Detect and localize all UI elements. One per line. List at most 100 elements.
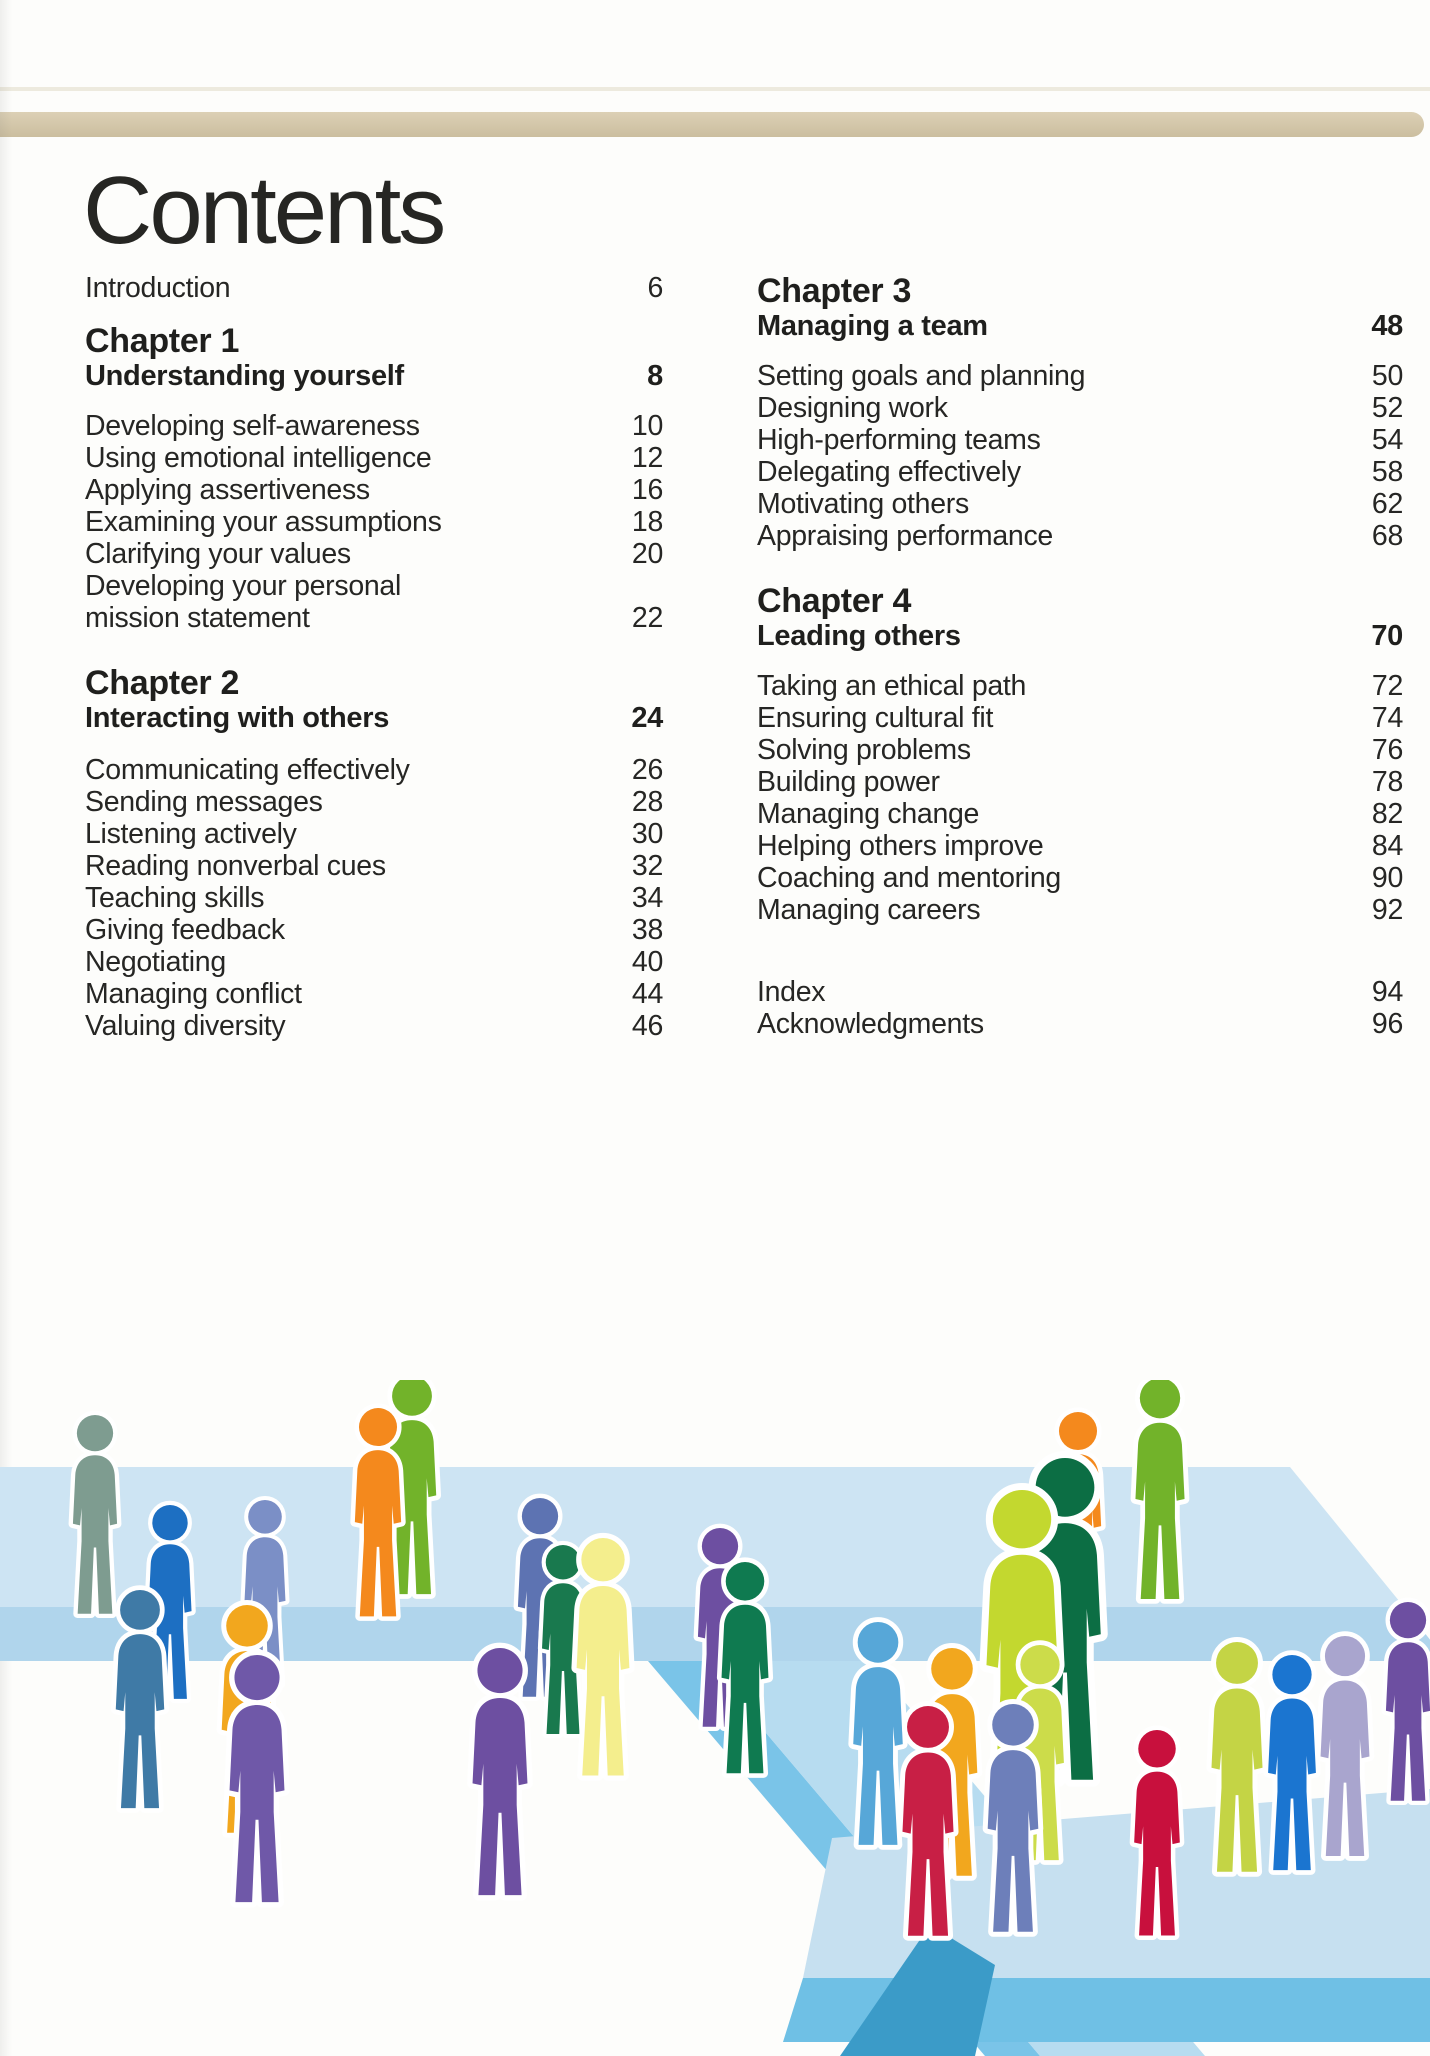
toc-item-label: Motivating others	[757, 488, 969, 520]
toc-item-page-number: 28	[631, 786, 663, 818]
toc-item-row: Negotiating 40	[85, 946, 663, 978]
decorative-top-bar	[0, 112, 1424, 137]
toc-item-row: Taking an ethical path 72	[757, 670, 1403, 702]
toc-item-page-number: 92	[1371, 894, 1403, 926]
chapter-subtitle-row: Leading others 70	[757, 620, 1403, 652]
chapter-name: Chapter 1	[85, 322, 240, 360]
toc-item-row: Appraising performance 68	[757, 520, 1403, 552]
chapter-subtitle: Leading others	[757, 620, 961, 652]
toc-item-label: Setting goals and planning	[757, 360, 1086, 392]
toc-item-label: Taking an ethical path	[757, 670, 1027, 702]
toc-item-label: Managing change	[757, 798, 980, 830]
toc-item-label: Communicating effectively	[85, 754, 410, 786]
page-title: Contents	[83, 157, 446, 264]
toc-item-label: Appraising performance	[757, 520, 1053, 552]
person-figure	[1321, 1636, 1370, 1856]
toc-item-page-number: 26	[631, 754, 663, 786]
toc-item-label: Developing self-awareness	[85, 410, 420, 442]
chapter-subtitle-row: Understanding yourself 8	[85, 360, 663, 392]
chapter-3-items: Setting goals and planning 50 Designing wo…	[757, 360, 1403, 552]
toc-left-column: Introduction 6 Chapter 1 Understanding y…	[85, 0, 663, 1100]
toc-item-page-number: 16	[631, 474, 663, 506]
toc-item-row: Ensuring cultural fit 74	[757, 702, 1403, 734]
chapter-name: Chapter 3	[757, 272, 912, 310]
toc-item-label: Building power	[757, 766, 940, 798]
toc-item-page-number: 76	[1371, 734, 1403, 766]
toc-item-label: Examining your assumptions	[85, 506, 442, 538]
person-figure	[577, 1538, 630, 1775]
toc-item-page-number: 52	[1371, 392, 1403, 424]
toc-item-label: Valuing diversity	[85, 1010, 286, 1042]
toc-item-row: Managing conflict 44	[85, 978, 663, 1010]
toc-item-row: Sending messages 28	[85, 786, 663, 818]
chapter-1-header: Chapter 1 Understanding yourself 8	[85, 322, 663, 392]
chapter-subtitle: Understanding yourself	[85, 360, 404, 392]
back-matter-items: Index 94 Acknowledgments 96	[757, 976, 1403, 1040]
toc-item-label: Ensuring cultural fit	[757, 702, 994, 734]
toc-item-label: Introduction	[85, 272, 231, 304]
toc-item-label: Reading nonverbal cues	[85, 850, 386, 882]
chapter-subtitle-row: Interacting with others 24	[85, 702, 663, 734]
chapter-2-items: Communicating effectively 26 Sending messa…	[85, 754, 663, 1042]
ramp-shadow-wedge	[840, 1925, 995, 2056]
toc-item-page-number: 46	[631, 1010, 663, 1042]
person-figure	[722, 1562, 769, 1773]
person-figure	[230, 1655, 285, 1902]
toc-item-page-number: 54	[1371, 424, 1403, 456]
toc-item-row: Coaching and mentoring 90	[757, 862, 1403, 894]
toc-item-page-number: 22	[631, 602, 663, 634]
page-curl-shadow	[0, 87, 1430, 91]
toc-item-page-number: 96	[1371, 1008, 1403, 1040]
toc-item-page-number: 68	[1371, 520, 1403, 552]
toc-item-page-number: 44	[631, 978, 663, 1010]
person-figure	[73, 1415, 117, 1614]
toc-item-label: Sending messages	[85, 786, 323, 818]
toc-item-row: Motivating others 62	[757, 488, 1403, 520]
toc-item-label: Applying assertiveness	[85, 474, 370, 506]
toc-item-row: Examining your assumptions 18	[85, 506, 663, 538]
toc-item-page-number: 30	[631, 818, 663, 850]
toc-item-page-number: 32	[631, 850, 663, 882]
toc-item-row: Setting goals and planning 50	[757, 360, 1403, 392]
chapter-2-header: Chapter 2 Interacting with others 24	[85, 664, 663, 734]
toc-item-row: Communicating effectively 26	[85, 754, 663, 786]
chapter-name: Chapter 4	[757, 582, 912, 620]
toc-item-row: Delegating effectively 58	[757, 456, 1403, 488]
chapter-page-number: 48	[1371, 310, 1403, 342]
toc-item-row: Developing self-awareness 10	[85, 410, 663, 442]
toc-item-label: Teaching skills	[85, 882, 265, 914]
toc-item-row: Applying assertiveness 16	[85, 474, 663, 506]
toc-item-label: Giving feedback	[85, 914, 285, 946]
chapter-1-items: Developing self-awareness 10 Using emotion…	[85, 410, 663, 634]
toc-item-page-number: 84	[1371, 830, 1403, 862]
toc-item-label: Listening actively	[85, 818, 297, 850]
person-figure	[1386, 1602, 1430, 1801]
chapter-3-header: Chapter 3 Managing a team 48	[757, 272, 1403, 342]
toc-item-page-number: 78	[1371, 766, 1403, 798]
toc-item-label: Clarifying your values	[85, 538, 351, 570]
person-figure	[1211, 1642, 1262, 1872]
toc-item-row: Valuing diversity 46	[85, 1010, 663, 1042]
toc-item-row: Reading nonverbal cues 32	[85, 850, 663, 882]
toc-item-row: Listening actively 30	[85, 818, 663, 850]
toc-item-label: Coaching and mentoring	[757, 862, 1061, 894]
toc-item-page-number: 12	[631, 442, 663, 474]
toc-item-page-number: 20	[631, 538, 663, 570]
chapter-name: Chapter 2	[85, 664, 240, 702]
toc-item-row: Building power 78	[757, 766, 1403, 798]
toc-item-page-number: 74	[1371, 702, 1403, 734]
toc-item-label: High-performing teams	[757, 424, 1041, 456]
toc-item-row: Using emotional intelligence 12	[85, 442, 663, 474]
toc-item-label: Acknowledgments	[757, 1008, 984, 1040]
person-figure	[355, 1408, 401, 1616]
person-figure	[473, 1648, 528, 1895]
toc-item-row: Giving feedback 38	[85, 914, 663, 946]
toc-item-label: Helping others improve	[757, 830, 1044, 862]
toc-item-page-number: 62	[1371, 488, 1403, 520]
toc-item-page-number: 82	[1371, 798, 1403, 830]
person-figure	[1135, 1380, 1184, 1599]
toc-item-page-number: 18	[631, 506, 663, 538]
toc-item-page-number: 58	[1371, 456, 1403, 488]
toc-item-row: Teaching skills 34	[85, 882, 663, 914]
